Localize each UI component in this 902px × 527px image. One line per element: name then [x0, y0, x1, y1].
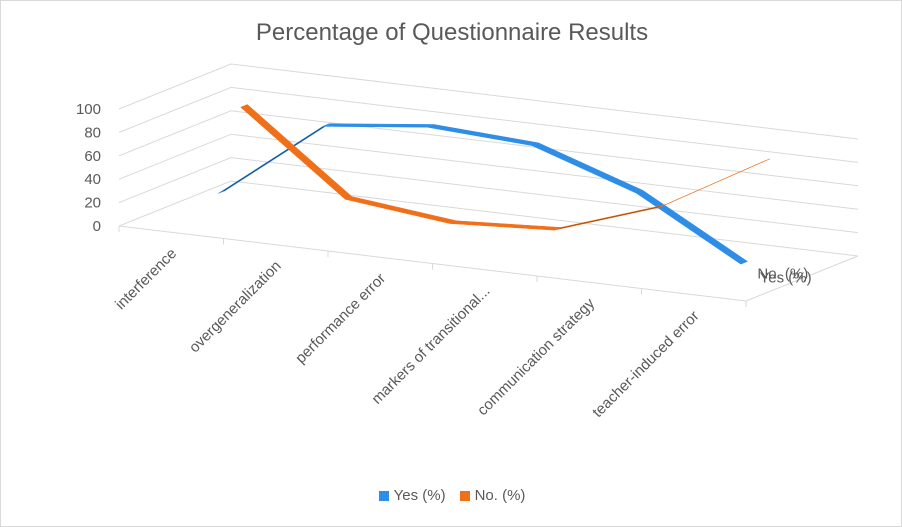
axes	[118, 225, 859, 307]
category-label: teacher-induced error	[589, 308, 702, 421]
y-axis-ticks: 0 20 40 60 80 100	[76, 101, 101, 235]
category-labels: interference overgeneralization performanc…	[112, 245, 703, 421]
category-label: communication strategy	[474, 295, 598, 419]
series-segment	[344, 196, 458, 224]
depth-axis-line	[745, 255, 859, 302]
series-segment	[531, 142, 644, 194]
legend-item-no: No. (%)	[459, 487, 526, 504]
category-label: performance error	[292, 270, 389, 367]
gridline	[118, 110, 859, 187]
series-segment	[658, 158, 771, 208]
depth-label-no: No. (%)	[757, 265, 808, 282]
legend-swatch-yes	[378, 490, 389, 501]
y-tick-label: 60	[84, 148, 101, 165]
legend: Yes (%) No. (%)	[1, 487, 901, 504]
chart-title: Percentage of Questionnaire Results	[255, 19, 649, 46]
gridline	[118, 133, 859, 210]
gridlines	[118, 63, 859, 257]
legend-label-no: No. (%)	[474, 487, 526, 504]
legend-swatch-no	[459, 490, 470, 501]
depth-label-yes: Yes (%)	[760, 269, 812, 286]
series-segment	[426, 124, 540, 146]
gridline	[118, 86, 859, 163]
legend-item-yes: Yes (%)	[378, 487, 446, 504]
series-no	[240, 104, 771, 231]
series-segment	[449, 220, 562, 231]
y-tick-label: 40	[84, 171, 101, 188]
series-segment	[635, 190, 749, 265]
y-tick-label: 20	[84, 195, 101, 212]
series-group	[218, 104, 771, 265]
series-segment	[322, 123, 435, 128]
category-label: markers of transitional...	[368, 283, 493, 408]
gridline	[118, 180, 859, 257]
y-tick-label: 0	[93, 218, 101, 235]
gridline	[118, 63, 859, 140]
gridline	[118, 157, 859, 234]
series-yes	[218, 123, 749, 265]
y-tick-label: 80	[84, 124, 101, 141]
legend-label-yes: Yes (%)	[393, 487, 446, 504]
depth-axis: No. (%)Yes (%)	[757, 265, 811, 286]
plot-area: 0 20 40 60 80 100 interference overgeneralizat…	[76, 63, 859, 421]
category-label: interference	[112, 245, 180, 313]
y-tick-label: 100	[76, 101, 101, 118]
category-label: overgeneralization	[186, 258, 285, 357]
